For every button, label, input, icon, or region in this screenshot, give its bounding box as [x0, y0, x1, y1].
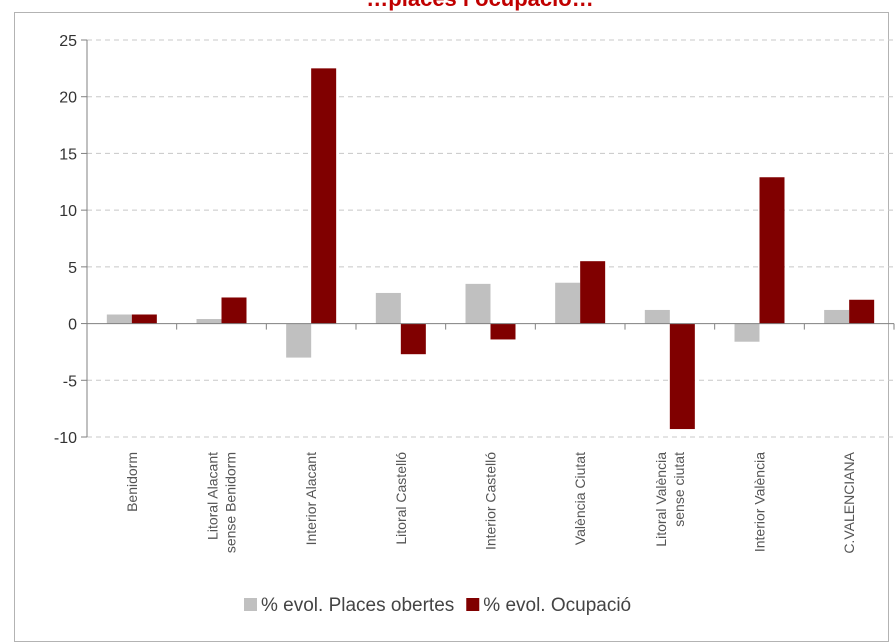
- category-label: Litoral València: [653, 452, 669, 547]
- y-tick-label: 0: [68, 317, 77, 334]
- bar-places-obertes: [106, 314, 132, 324]
- y-tick-label: 25: [59, 33, 77, 50]
- category-label: Interior Castelló: [483, 452, 499, 550]
- bar-ocupacio: [580, 261, 606, 324]
- y-tick-label: 5: [68, 260, 77, 277]
- category-label: Interior Alacant: [303, 452, 319, 545]
- legend-swatch: [466, 598, 480, 611]
- y-tick-label: 20: [59, 90, 77, 107]
- legend-swatch: [244, 598, 257, 611]
- bar-ocupacio: [311, 68, 337, 324]
- legend-label: % evol. Places obertes: [261, 595, 454, 616]
- bar-ocupacio: [221, 297, 247, 324]
- y-tick-label: -10: [54, 430, 77, 447]
- bar-ocupacio: [669, 323, 695, 430]
- bar-places-obertes: [644, 309, 670, 324]
- bar-places-obertes: [555, 282, 581, 324]
- legend: % evol. Places obertes % evol. Ocupació: [244, 595, 631, 616]
- bar-places-obertes: [375, 292, 401, 324]
- bar-ocupacio: [759, 177, 785, 324]
- bar-places-obertes: [196, 319, 222, 324]
- bar-ocupacio: [490, 323, 516, 340]
- chart-title: …places i ocupació…: [366, 0, 593, 11]
- y-tick-label: 10: [59, 203, 77, 220]
- y-tick-label: -5: [63, 373, 77, 390]
- category-label: sense Benidorm: [223, 452, 239, 553]
- legend-label: % evol. Ocupació: [483, 595, 631, 616]
- axes: [81, 39, 895, 438]
- category-label: sense ciutat: [671, 452, 687, 527]
- category-label: Litoral Alacant: [205, 452, 221, 540]
- category-label: Interior València: [752, 452, 768, 552]
- bars: [106, 68, 875, 430]
- category-label: Litoral Castelló: [393, 452, 409, 545]
- bar-places-obertes: [286, 323, 312, 358]
- category-label: València Ciutat: [572, 452, 588, 545]
- bar-ocupacio: [400, 323, 426, 355]
- category-label: C.VALENCIANA: [841, 451, 857, 553]
- bar-places-obertes: [465, 283, 491, 324]
- bar-ocupacio: [849, 299, 875, 324]
- bar-ocupacio: [131, 314, 157, 324]
- bar-places-obertes: [734, 323, 760, 342]
- y-tick-label: 15: [59, 146, 77, 163]
- bar-places-obertes: [824, 309, 850, 324]
- category-label: Benidorm: [124, 452, 140, 512]
